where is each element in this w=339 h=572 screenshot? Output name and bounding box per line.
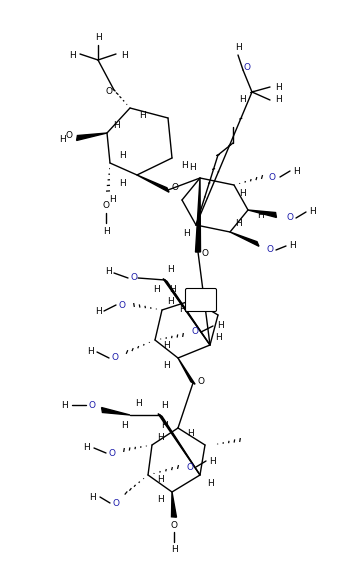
Text: H: H: [167, 297, 173, 307]
Text: H: H: [293, 166, 299, 176]
Text: H: H: [170, 285, 176, 295]
Text: O: O: [108, 448, 116, 458]
Text: O: O: [243, 63, 251, 73]
Polygon shape: [196, 178, 200, 252]
Text: O: O: [172, 184, 179, 193]
Text: H: H: [122, 420, 128, 430]
Text: H: H: [210, 456, 216, 466]
Text: H: H: [239, 189, 245, 197]
Text: H: H: [95, 33, 101, 42]
Text: O: O: [192, 328, 199, 336]
Text: O: O: [201, 249, 208, 259]
Text: H: H: [239, 96, 245, 105]
Text: O: O: [102, 201, 109, 209]
Text: H: H: [89, 492, 96, 502]
Polygon shape: [178, 358, 195, 384]
Text: H: H: [257, 210, 263, 220]
Text: H: H: [95, 307, 101, 316]
Polygon shape: [137, 175, 169, 192]
Text: H: H: [154, 285, 160, 295]
Polygon shape: [158, 414, 200, 475]
Text: O: O: [105, 88, 113, 97]
Text: H: H: [119, 150, 125, 160]
Text: H: H: [167, 265, 173, 275]
Text: H: H: [183, 228, 190, 237]
Text: H: H: [62, 400, 68, 410]
Text: O: O: [286, 213, 294, 223]
Text: H: H: [87, 348, 94, 356]
Text: H: H: [308, 208, 315, 216]
Text: H: H: [139, 112, 145, 121]
Text: H: H: [188, 164, 195, 173]
Text: H: H: [114, 121, 120, 129]
Text: O: O: [171, 522, 178, 530]
Text: H: H: [235, 220, 241, 228]
Text: O: O: [65, 132, 73, 141]
Text: H: H: [171, 545, 177, 554]
Polygon shape: [172, 492, 177, 517]
Text: H: H: [157, 495, 163, 505]
FancyBboxPatch shape: [185, 288, 217, 312]
Text: H: H: [288, 241, 295, 251]
Text: H: H: [68, 50, 75, 59]
Text: O: O: [198, 376, 204, 386]
Text: O: O: [268, 173, 276, 181]
Text: H: H: [135, 399, 141, 407]
Text: H: H: [275, 82, 281, 92]
Text: H: H: [215, 332, 221, 341]
Polygon shape: [163, 279, 210, 345]
Text: H: H: [105, 267, 112, 276]
Polygon shape: [230, 232, 259, 247]
Text: H: H: [157, 475, 163, 484]
Text: O: O: [112, 353, 119, 363]
Text: H: H: [180, 305, 186, 315]
Polygon shape: [77, 133, 107, 141]
Text: H: H: [236, 42, 242, 51]
Text: O: O: [119, 300, 125, 309]
Text: H: H: [181, 161, 187, 170]
Text: O: O: [88, 400, 96, 410]
Polygon shape: [248, 210, 276, 217]
Text: H: H: [162, 420, 168, 430]
Text: ADs: ADs: [192, 296, 210, 304]
Text: H: H: [157, 432, 163, 442]
Text: H: H: [164, 340, 171, 349]
Text: H: H: [217, 321, 223, 331]
Text: H: H: [207, 479, 213, 487]
Text: O: O: [266, 245, 274, 255]
Polygon shape: [102, 407, 130, 415]
Text: O: O: [186, 463, 194, 471]
Text: H: H: [108, 194, 115, 204]
Text: H: H: [163, 362, 170, 371]
Text: H: H: [187, 428, 193, 438]
Text: O: O: [131, 273, 138, 283]
Text: H: H: [84, 443, 91, 452]
Text: H: H: [162, 400, 168, 410]
Text: H: H: [121, 50, 127, 59]
Text: H: H: [120, 178, 126, 188]
Text: H: H: [60, 136, 66, 145]
Text: H: H: [275, 96, 281, 105]
Text: H: H: [103, 227, 109, 236]
Text: O: O: [113, 499, 120, 507]
